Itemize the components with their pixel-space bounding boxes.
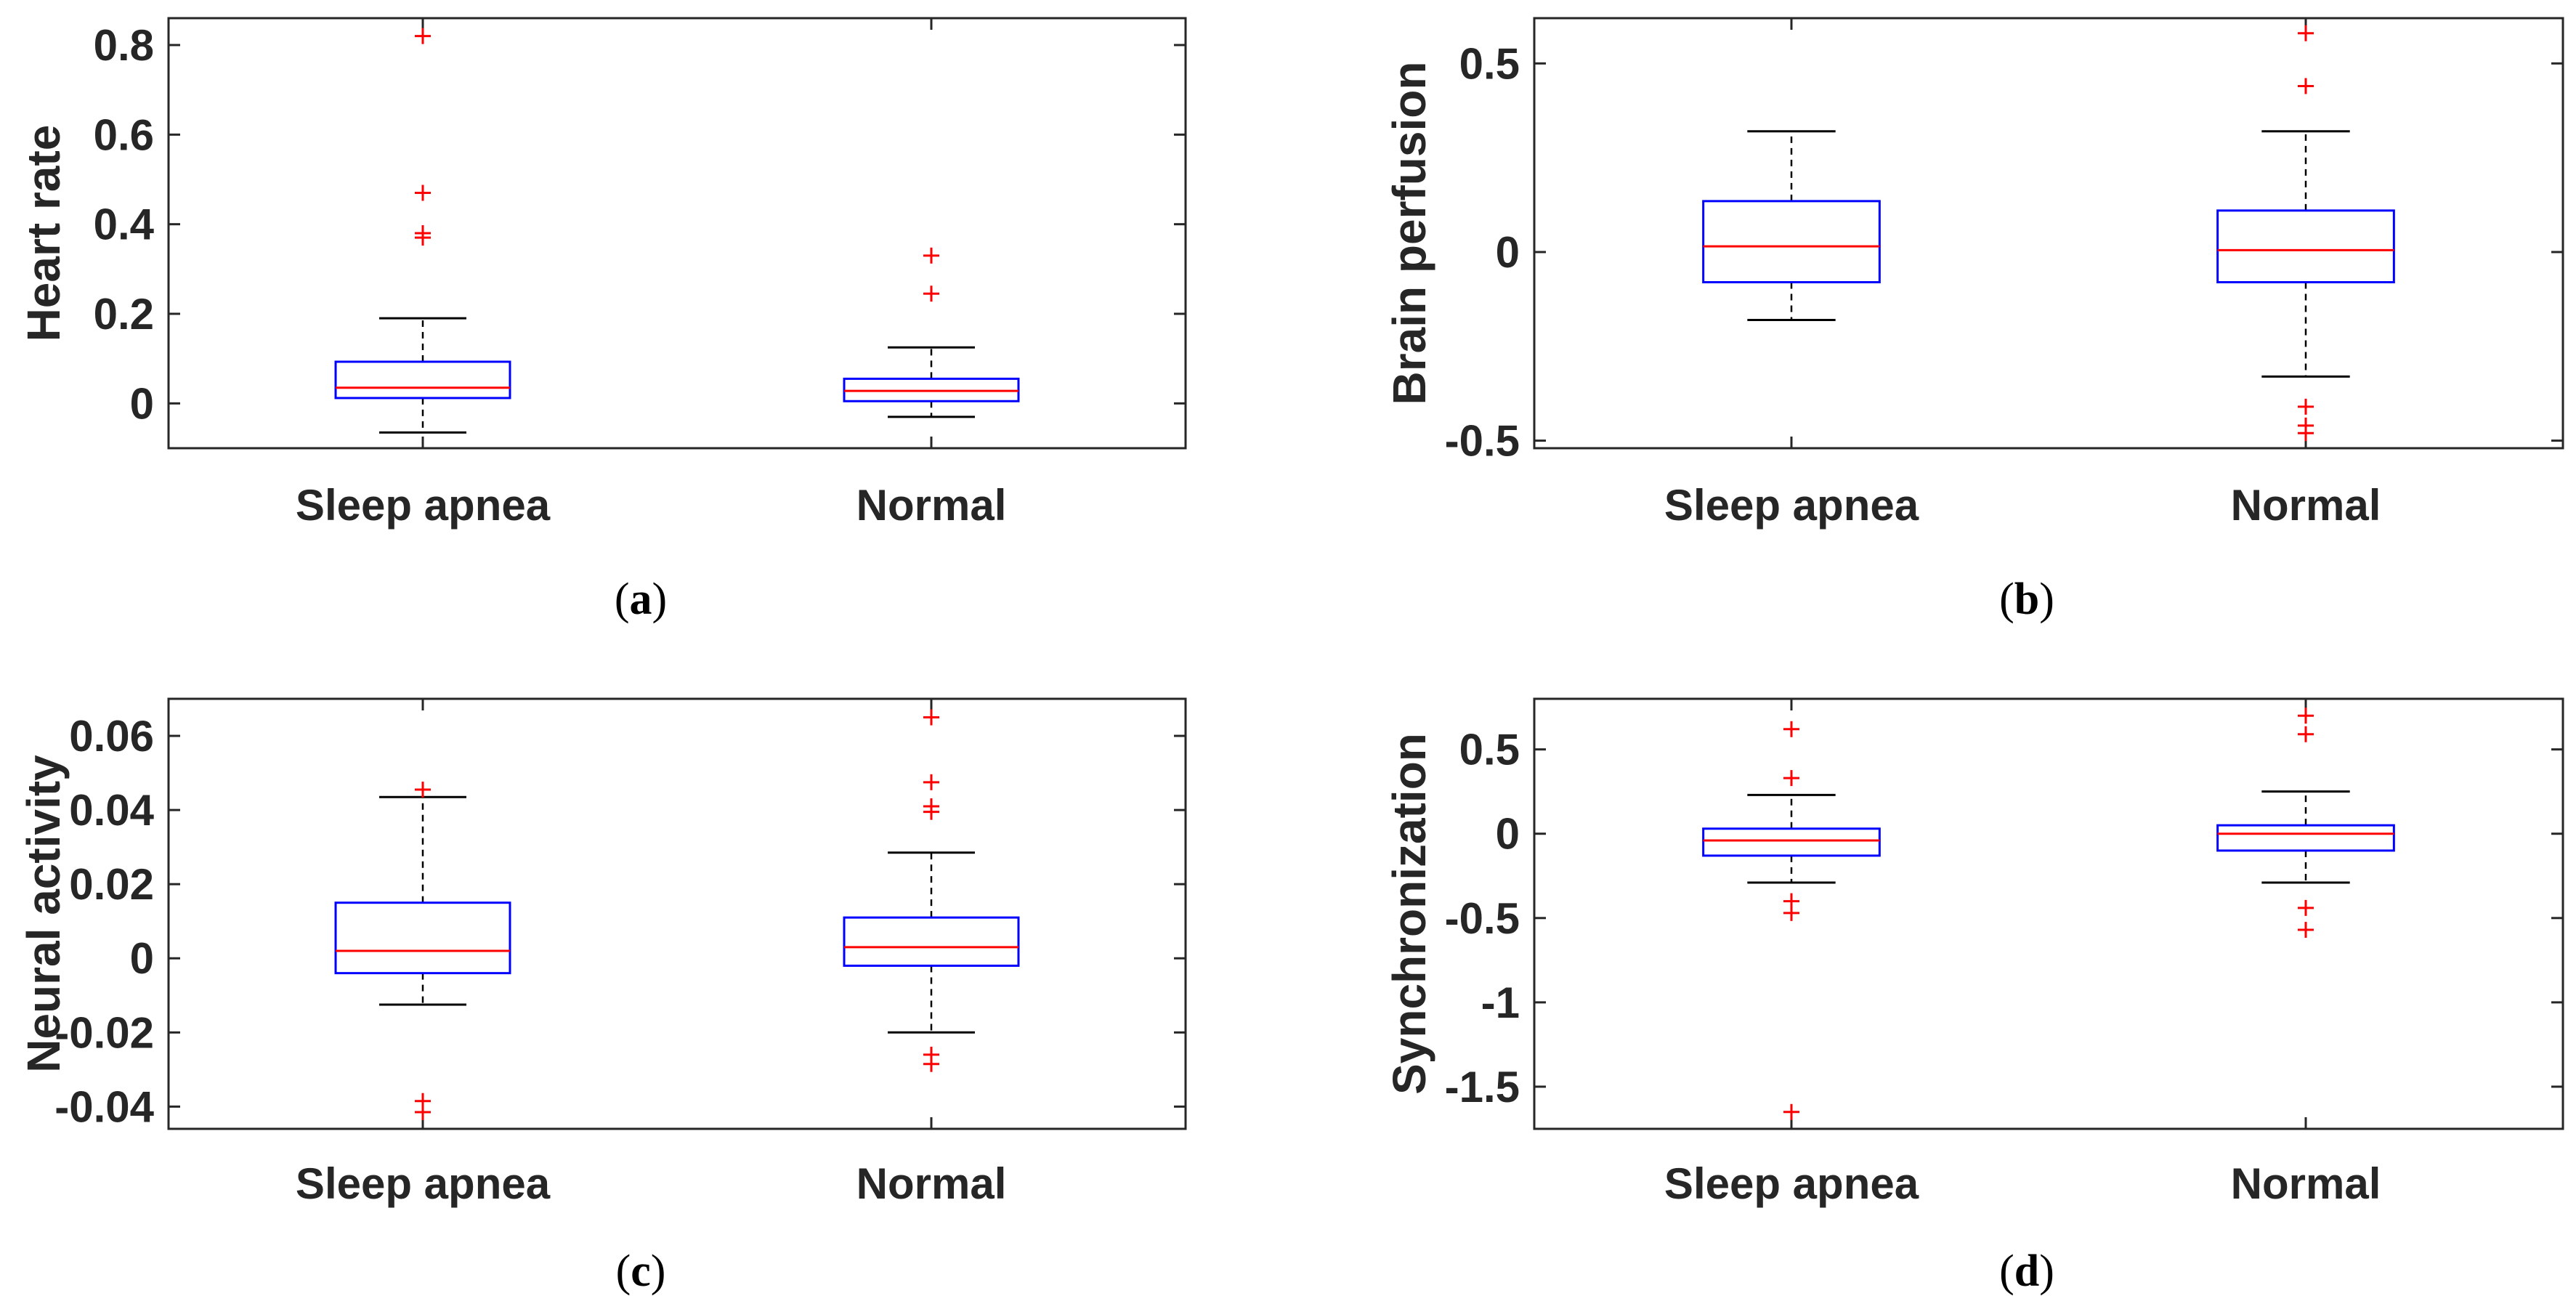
panel-label: (c) — [616, 1247, 666, 1296]
iqr-box — [2216, 824, 2395, 852]
axes-frame — [1533, 697, 2564, 1130]
y-tick-label: -0.04 — [54, 1082, 154, 1131]
y-tick-label: 0.02 — [69, 860, 154, 909]
y-tick-label: -1.5 — [1445, 1063, 1520, 1111]
x-category-label: Normal — [856, 1159, 1007, 1208]
box-sleep-apnea — [334, 782, 511, 1121]
y-tick-label: 0.2 — [94, 290, 154, 339]
axes-frame — [167, 17, 1187, 450]
y-tick-label: 0 — [1496, 810, 1520, 859]
x-category-label: Sleep apnea — [1664, 481, 1919, 530]
panel-d: -1.5 -1 -0.5 0 0.5 Sleep apnea Normal Synchroni… — [1383, 697, 2564, 1296]
outlier-point — [2298, 425, 2314, 442]
x-category-label: Normal — [2231, 1159, 2381, 1208]
outlier-point — [415, 1104, 431, 1121]
outlier-point — [1783, 1103, 1799, 1120]
iqr-box — [2216, 209, 2395, 284]
box-sleep-apnea — [1702, 721, 1881, 1120]
outlier-point — [415, 230, 431, 246]
y-tick-label: -0.5 — [1445, 417, 1520, 466]
box-normal — [843, 247, 1020, 418]
outlier-point — [2298, 899, 2314, 916]
y-tick-label: 0 — [130, 934, 154, 983]
outlier-point — [1783, 770, 1799, 787]
box-normal — [2216, 25, 2395, 442]
outlier-point — [923, 285, 939, 302]
y-tick-label: -0.02 — [54, 1008, 154, 1057]
box-sleep-apnea — [334, 28, 511, 434]
y-axis-label: Brain perfusion — [1383, 62, 1435, 405]
outlier-point — [923, 709, 939, 726]
axes-frame — [167, 697, 1187, 1130]
outlier-point — [2298, 78, 2314, 94]
y-tick-label: 0.5 — [1459, 39, 1520, 88]
box-sleep-apnea — [1702, 130, 1881, 321]
y-axis-label: Synchronization — [1383, 733, 1435, 1095]
outlier-point — [1783, 904, 1799, 921]
box-normal — [2216, 708, 2395, 939]
iqr-box — [334, 360, 511, 400]
y-tick-label: 0 — [130, 379, 154, 428]
y-tick-label: 0.6 — [94, 110, 154, 159]
y-tick-label: 0.5 — [1459, 726, 1520, 774]
y-tick-label: 0.8 — [94, 21, 154, 70]
x-category-label: Normal — [856, 481, 1007, 530]
iqr-box — [1702, 200, 1881, 284]
x-category-label: Normal — [2231, 481, 2381, 530]
x-category-label: Sleep apnea — [296, 1159, 551, 1208]
iqr-box — [843, 916, 1020, 967]
y-axis-label: Heart rate — [17, 125, 70, 342]
outlier-point — [2298, 25, 2314, 41]
panel-label: (b) — [1999, 575, 2054, 624]
iqr-box — [334, 901, 511, 975]
outlier-point — [415, 782, 431, 798]
y-tick-label: 0 — [1496, 228, 1520, 277]
outlier-point — [2298, 922, 2314, 939]
axes-frame — [1533, 17, 2564, 450]
panel-label: (a) — [615, 575, 667, 624]
outlier-point — [923, 1055, 939, 1072]
outlier-point — [923, 247, 939, 264]
outlier-point — [1783, 721, 1799, 737]
outlier-point — [923, 798, 939, 814]
y-tick-label: 0.04 — [69, 786, 154, 835]
y-axis-label: Neural activity — [17, 755, 70, 1073]
y-tick-label: -1 — [1481, 978, 1520, 1027]
outlier-point — [2298, 398, 2314, 415]
y-tick-label: -0.5 — [1445, 894, 1520, 943]
panel-a: 0 0.2 0.4 0.6 0.8 Sleep apnea Normal Heart rate… — [17, 17, 1187, 624]
outlier-point — [415, 185, 431, 201]
outlier-point — [2298, 726, 2314, 742]
box-normal — [843, 709, 1020, 1072]
x-category-label: Sleep apnea — [1664, 1159, 1919, 1208]
iqr-box — [1702, 827, 1881, 857]
outlier-point — [923, 774, 939, 790]
outlier-point — [2298, 708, 2314, 724]
x-category-label: Sleep apnea — [296, 481, 551, 530]
outlier-point — [415, 28, 431, 44]
panel-b: -0.5 0 0.5 Sleep apnea Normal Brain perfusion… — [1383, 17, 2564, 624]
panel-c: -0.04 -0.02 0 0.02 0.04 0.06 Sleep apnea Normal… — [17, 697, 1187, 1296]
panel-label: (d) — [1999, 1247, 2054, 1296]
y-tick-label: 0.4 — [94, 200, 155, 249]
y-tick-label: 0.06 — [69, 712, 154, 761]
